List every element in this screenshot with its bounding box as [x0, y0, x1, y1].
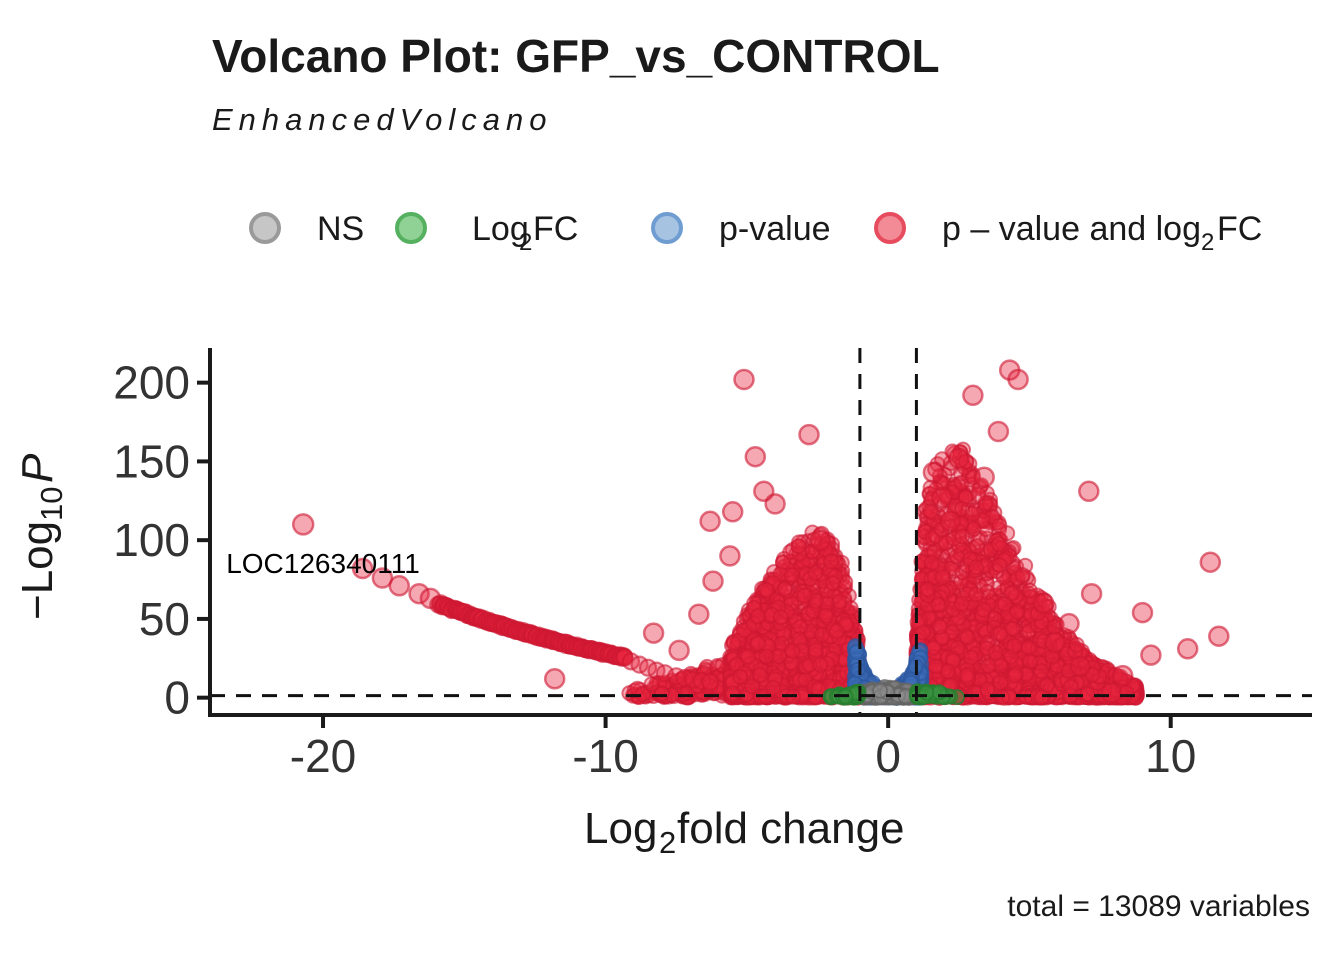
x-axis-title: Log 2 fold change: [584, 804, 905, 860]
legend-label-log2fc-tail: FC: [533, 210, 578, 248]
caption: total = 13089 variables: [1007, 890, 1310, 923]
legend-label-log2fc: Log: [472, 210, 529, 248]
x-axis-ticks: -20 -10 0 10: [290, 715, 1196, 782]
x-tick-label: 0: [875, 730, 901, 782]
y-tick-label: 150: [113, 435, 190, 487]
legend-swatch-log2fc: [395, 212, 427, 244]
x-axis-title-main: Log: [584, 804, 657, 853]
legend-label-pvalue: p-value: [719, 210, 831, 248]
plot-subtitle: EnhancedVolcano: [212, 102, 553, 137]
y-tick-label: 200: [113, 357, 190, 409]
x-axis: -20 -10 0 10 Log 2 fold change: [208, 713, 1312, 860]
y-axis-title-main: −Log: [13, 521, 62, 620]
y-axis-title-sub: 10: [34, 487, 69, 521]
legend-label-ns: NS: [317, 210, 364, 248]
y-axis-ticks: 0 50 100 150 200: [113, 357, 210, 724]
points-significant-both: [291, 359, 1230, 706]
legend-label-both: p – value and log: [942, 210, 1201, 248]
legend-swatch-both: [874, 212, 906, 244]
y-tick-label: 100: [113, 514, 190, 566]
legend-swatch-ns: [249, 212, 281, 244]
y-axis-title: −Log 10 P: [13, 453, 69, 620]
legend-label-both-sub: 2: [1201, 229, 1214, 256]
plot-title: Volcano Plot: GFP_vs_CONTROL: [212, 30, 940, 82]
x-axis-title-sub: 2: [659, 825, 676, 860]
legend: NS Log 2 FC p-value p – value and log 2 …: [249, 210, 1262, 256]
legend-label-both-tail: FC: [1217, 210, 1262, 248]
y-axis-title-tail: P: [13, 453, 62, 483]
legend-label-log2fc-sub: 2: [519, 229, 532, 256]
y-axis: 0 50 100 150 200 −Log 10 P: [13, 348, 212, 724]
legend-swatch-pvalue: [651, 212, 683, 244]
y-tick-label: 0: [164, 672, 190, 724]
x-axis-title-tail: fold change: [677, 804, 905, 853]
x-tick-label: -20: [290, 730, 356, 782]
x-tick-label: -10: [572, 730, 638, 782]
y-tick-label: 50: [139, 593, 190, 645]
gene-label: LOC126340111: [226, 548, 420, 579]
threshold-lines: [210, 348, 1312, 715]
x-tick-label: 10: [1145, 730, 1196, 782]
